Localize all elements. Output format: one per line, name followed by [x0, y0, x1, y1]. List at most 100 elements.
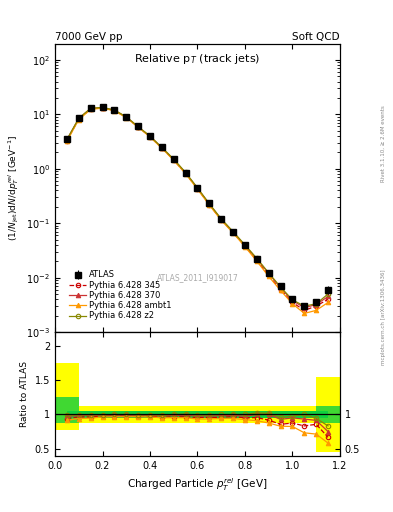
Pythia 6.428 345	[160, 145, 164, 151]
Pythia 6.428 345	[266, 272, 271, 279]
Pythia 6.428 z2	[148, 133, 152, 139]
Pythia 6.428 ambt1	[148, 134, 152, 140]
Pythia 6.428 ambt1	[195, 186, 200, 193]
Pythia 6.428 ambt1	[242, 244, 247, 250]
Pythia 6.428 ambt1	[124, 115, 129, 121]
Pythia 6.428 345	[219, 217, 224, 223]
Pythia 6.428 345	[195, 186, 200, 192]
Pythia 6.428 z2	[171, 156, 176, 162]
X-axis label: Charged Particle $p^{rel}_{T}$ [GeV]: Charged Particle $p^{rel}_{T}$ [GeV]	[127, 476, 268, 493]
Pythia 6.428 370	[88, 105, 93, 112]
Pythia 6.428 370	[112, 107, 117, 113]
Pythia 6.428 345	[183, 170, 188, 177]
Pythia 6.428 345	[76, 116, 81, 122]
Pythia 6.428 370	[314, 302, 319, 308]
Pythia 6.428 370	[302, 305, 307, 311]
Pythia 6.428 z2	[183, 169, 188, 176]
Pythia 6.428 370	[183, 170, 188, 176]
Pythia 6.428 345	[148, 134, 152, 140]
Pythia 6.428 345	[302, 307, 307, 313]
Pythia 6.428 ambt1	[255, 258, 259, 264]
Pythia 6.428 ambt1	[171, 157, 176, 163]
Pythia 6.428 z2	[124, 114, 129, 120]
Pythia 6.428 ambt1	[219, 217, 224, 223]
Pythia 6.428 345	[231, 229, 235, 236]
Text: 7000 GeV pp: 7000 GeV pp	[55, 32, 123, 42]
Pythia 6.428 370	[100, 104, 105, 111]
Pythia 6.428 370	[76, 115, 81, 121]
Pythia 6.428 z2	[302, 303, 307, 309]
Text: ATLAS_2011_I919017: ATLAS_2011_I919017	[156, 273, 239, 282]
Line: Pythia 6.428 z2: Pythia 6.428 z2	[65, 105, 330, 308]
Pythia 6.428 370	[124, 114, 129, 120]
Line: Pythia 6.428 345: Pythia 6.428 345	[65, 105, 330, 313]
Pythia 6.428 z2	[278, 284, 283, 290]
Pythia 6.428 370	[278, 285, 283, 291]
Pythia 6.428 370	[219, 216, 224, 222]
Pythia 6.428 z2	[88, 105, 93, 112]
Pythia 6.428 370	[207, 201, 212, 207]
Text: Soft QCD: Soft QCD	[292, 32, 340, 42]
Pythia 6.428 z2	[136, 123, 140, 130]
Pythia 6.428 370	[326, 293, 331, 300]
Pythia 6.428 ambt1	[326, 300, 331, 306]
Pythia 6.428 345	[88, 106, 93, 112]
Pythia 6.428 370	[136, 124, 140, 130]
Pythia 6.428 z2	[231, 228, 235, 234]
Pythia 6.428 ambt1	[207, 202, 212, 208]
Pythia 6.428 370	[266, 270, 271, 276]
Pythia 6.428 345	[290, 300, 295, 306]
Line: Pythia 6.428 ambt1: Pythia 6.428 ambt1	[65, 106, 330, 315]
Pythia 6.428 345	[136, 124, 140, 130]
Pythia 6.428 345	[314, 303, 319, 309]
Pythia 6.428 z2	[255, 255, 259, 262]
Pythia 6.428 ambt1	[136, 124, 140, 130]
Pythia 6.428 345	[64, 137, 69, 143]
Pythia 6.428 ambt1	[231, 230, 235, 236]
Pythia 6.428 345	[207, 202, 212, 208]
Y-axis label: $(1/N_{\rm jet}){\rm d}N/{\rm d}p^{rel}_{T}$ [GeV$^{-1}$]: $(1/N_{\rm jet}){\rm d}N/{\rm d}p^{rel}_…	[6, 135, 20, 241]
Pythia 6.428 345	[326, 296, 331, 303]
Pythia 6.428 345	[242, 243, 247, 249]
Pythia 6.428 z2	[195, 185, 200, 191]
Pythia 6.428 ambt1	[64, 138, 69, 144]
Pythia 6.428 ambt1	[278, 287, 283, 293]
Pythia 6.428 z2	[290, 297, 295, 303]
Pythia 6.428 ambt1	[290, 301, 295, 307]
Pythia 6.428 370	[290, 297, 295, 304]
Pythia 6.428 ambt1	[183, 170, 188, 177]
Pythia 6.428 370	[148, 133, 152, 139]
Y-axis label: Ratio to ATLAS: Ratio to ATLAS	[20, 361, 29, 427]
Pythia 6.428 z2	[160, 144, 164, 151]
Pythia 6.428 ambt1	[76, 117, 81, 123]
Pythia 6.428 370	[160, 144, 164, 151]
Pythia 6.428 370	[195, 185, 200, 191]
Pythia 6.428 z2	[266, 270, 271, 276]
Pythia 6.428 ambt1	[302, 310, 307, 316]
Pythia 6.428 z2	[100, 104, 105, 111]
Pythia 6.428 345	[112, 108, 117, 114]
Pythia 6.428 z2	[242, 242, 247, 248]
Pythia 6.428 ambt1	[314, 307, 319, 313]
Pythia 6.428 345	[255, 257, 259, 263]
Pythia 6.428 ambt1	[160, 145, 164, 152]
Pythia 6.428 345	[100, 104, 105, 111]
Pythia 6.428 345	[171, 157, 176, 163]
Pythia 6.428 345	[124, 114, 129, 120]
Text: mcplots.cern.ch [arXiv:1306.3436]: mcplots.cern.ch [arXiv:1306.3436]	[381, 270, 386, 365]
Line: Pythia 6.428 370: Pythia 6.428 370	[65, 105, 330, 310]
Pythia 6.428 z2	[314, 301, 319, 307]
Text: Rivet 3.1.10, ≥ 2.6M events: Rivet 3.1.10, ≥ 2.6M events	[381, 105, 386, 182]
Pythia 6.428 ambt1	[100, 105, 105, 111]
Pythia 6.428 z2	[64, 136, 69, 142]
Pythia 6.428 z2	[219, 216, 224, 222]
Pythia 6.428 370	[64, 137, 69, 143]
Pythia 6.428 ambt1	[88, 106, 93, 113]
Pythia 6.428 ambt1	[112, 108, 117, 114]
Pythia 6.428 370	[255, 256, 259, 262]
Pythia 6.428 370	[231, 229, 235, 235]
Pythia 6.428 370	[171, 157, 176, 163]
Pythia 6.428 ambt1	[266, 273, 271, 280]
Pythia 6.428 345	[278, 287, 283, 293]
Text: Relative p$_{T}$ (track jets): Relative p$_{T}$ (track jets)	[134, 52, 261, 66]
